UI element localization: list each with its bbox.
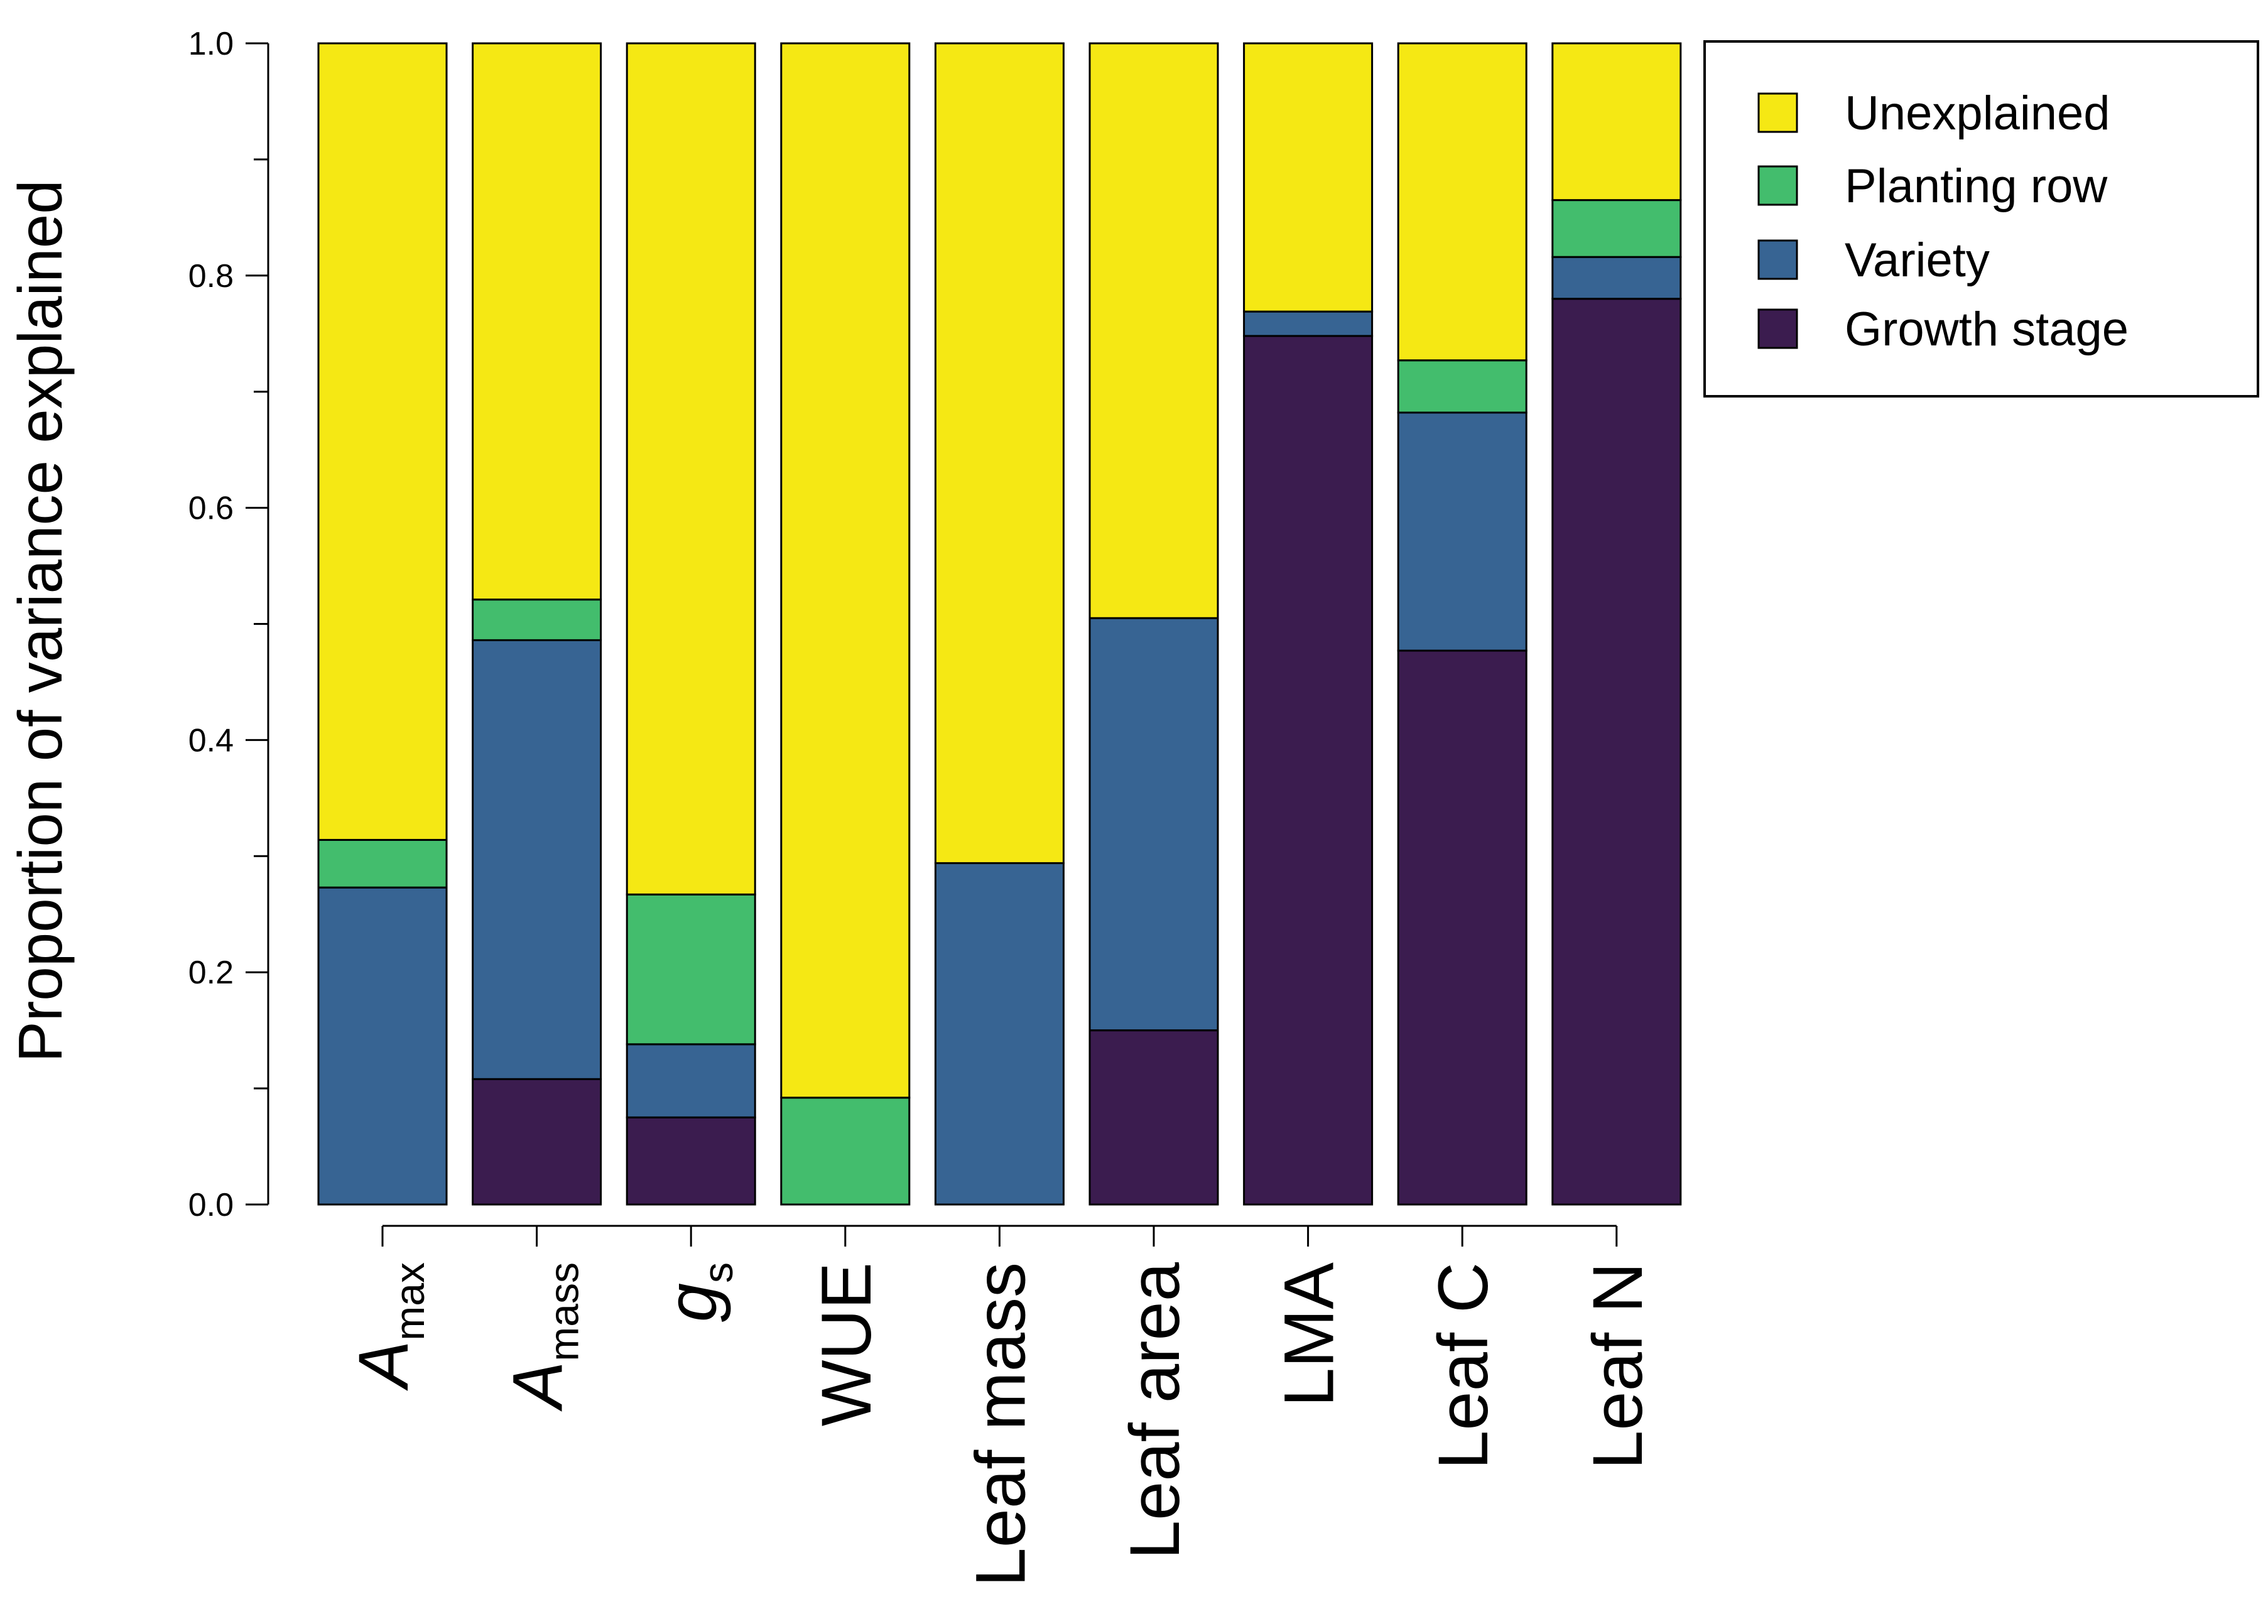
bar-segment-planting-row: [780, 1096, 911, 1206]
bar-stack: [1243, 42, 1374, 1206]
bar-segment-planting-row: [1397, 359, 1527, 414]
bar-segment-unexplained: [317, 42, 448, 841]
bar-segment-planting-row: [626, 893, 756, 1046]
bar-segment-unexplained: [1551, 42, 1682, 202]
legend-swatch-unexplained: [1757, 92, 1798, 133]
legend: Unexplained Planting row Variety Growth sta…: [1703, 40, 2259, 398]
legend-swatch-variety: [1757, 239, 1798, 280]
bar-segment-variety: [317, 886, 448, 1206]
legend-label-planting-row: Planting row: [1845, 160, 2108, 213]
bar-stack: [780, 42, 911, 1206]
x-tick-label: gs: [653, 1262, 741, 1322]
x-tick-label: Leaf C: [1424, 1262, 1502, 1470]
x-tick-label: Leaf N: [1578, 1262, 1657, 1470]
bar-segment-variety: [1243, 310, 1374, 337]
bar-segment-growth-stage: [1397, 649, 1527, 1206]
y-tick-label: 0.0: [188, 1187, 234, 1223]
bar-segment-growth-stage: [472, 1078, 602, 1206]
bar-segment-growth-stage: [1551, 298, 1682, 1206]
bar-segment-variety: [1088, 617, 1219, 1032]
bar-stack: [626, 42, 756, 1206]
legend-label-unexplained: Unexplained: [1845, 87, 2110, 140]
legend-label-variety: Variety: [1845, 234, 1990, 287]
bar-segment-growth-stage: [626, 1116, 756, 1206]
y-tick-label: 0.8: [188, 258, 234, 295]
y-axis-label: Proportion of variance explained: [6, 180, 75, 1063]
x-tick-label: Leaf area: [1115, 1262, 1194, 1559]
bar-segment-unexplained: [1088, 42, 1219, 619]
x-tick-label: Amass: [499, 1262, 587, 1412]
legend-swatch-growth-stage: [1757, 308, 1798, 349]
bar-segment-variety: [626, 1043, 756, 1118]
bar-segment-unexplained: [934, 42, 1065, 864]
legend-swatch-planting-row: [1757, 165, 1798, 206]
bar-segment-variety: [472, 639, 602, 1080]
bars: [317, 42, 1682, 1206]
y-tick-label: 1.0: [188, 26, 234, 62]
bar-segment-unexplained: [1243, 42, 1374, 313]
bar-segment-planting-row: [1551, 199, 1682, 258]
bar-stack: [1397, 42, 1527, 1206]
bar-stack: [1551, 42, 1682, 1206]
bar-segment-growth-stage: [1088, 1029, 1219, 1206]
bar-segment-planting-row: [472, 598, 602, 641]
x-tick-label: LMA: [1270, 1262, 1348, 1407]
y-tick-label: 0.6: [188, 490, 234, 527]
bar-segment-unexplained: [472, 42, 602, 601]
bar-segment-unexplained: [1397, 42, 1527, 362]
bar-stack: [934, 42, 1065, 1206]
y-tick-label: 0.4: [188, 722, 234, 759]
bar-segment-variety: [1397, 411, 1527, 652]
bar-stack: [1088, 42, 1219, 1206]
bar-segment-planting-row: [317, 838, 448, 889]
y-tick-label: 0.2: [188, 955, 234, 991]
legend-label-growth-stage: Growth stage: [1845, 303, 2129, 356]
bar-segment-unexplained: [780, 42, 911, 1099]
bar-stack: [472, 42, 602, 1206]
bar-stack: [317, 42, 448, 1206]
x-tick-label: WUE: [807, 1262, 886, 1426]
bar-segment-variety: [1551, 256, 1682, 300]
bar-segment-variety: [934, 862, 1065, 1206]
bar-segment-growth-stage: [1243, 335, 1374, 1206]
x-tick-label: Leaf mass: [961, 1262, 1039, 1587]
bar-segment-unexplained: [626, 42, 756, 896]
x-axis: Amax Amass gs WUE Leaf mass Leaf area LMA Leaf …: [344, 1225, 1657, 1587]
y-axis: 0.0 0.2 0.4 0.6 0.8 1.0: [188, 26, 269, 1223]
x-tick-label: Amax: [344, 1262, 433, 1391]
